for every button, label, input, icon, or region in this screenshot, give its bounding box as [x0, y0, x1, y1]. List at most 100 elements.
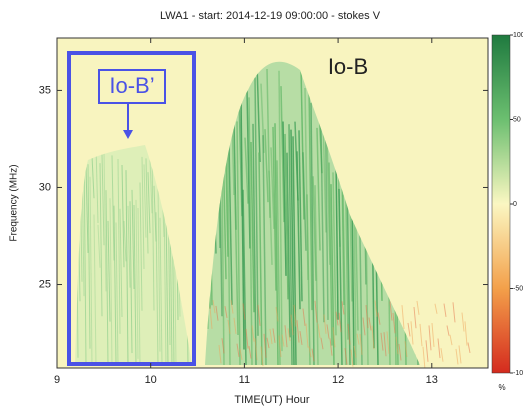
- stripe: [296, 151, 301, 310]
- stripe: [276, 160, 281, 365]
- colorbar-tick-label: 0: [513, 201, 517, 208]
- stripe: [338, 312, 342, 333]
- stripe: [310, 102, 315, 365]
- stripe: [419, 323, 423, 347]
- stripe: [293, 304, 297, 327]
- x-tick-label: 13: [426, 374, 438, 386]
- stripe: [305, 323, 309, 348]
- stripe: [455, 348, 459, 365]
- stripe: [89, 176, 93, 365]
- stripe: [155, 212, 159, 365]
- stripe: [341, 301, 345, 315]
- stripe: [151, 152, 155, 311]
- stripe: [87, 164, 91, 349]
- stripe: [109, 198, 113, 365]
- stripe: [314, 300, 318, 323]
- stripe: [371, 325, 375, 350]
- stripe: [434, 303, 438, 314]
- y-tick-label: 35: [39, 84, 51, 96]
- stripe: [346, 175, 351, 365]
- stripe: [107, 220, 111, 322]
- stripe: [422, 346, 426, 368]
- stripe: [464, 321, 468, 346]
- stripe: [157, 185, 161, 352]
- stripe: [416, 300, 420, 315]
- label-box: [98, 69, 166, 104]
- x-tick-label: 9: [54, 374, 60, 386]
- stripe: [278, 335, 282, 358]
- stripe: [263, 333, 267, 358]
- stripe: [111, 155, 115, 261]
- stripe: [272, 126, 277, 291]
- stripe: [269, 328, 273, 345]
- stripe: [392, 312, 396, 334]
- stripe: [458, 345, 462, 364]
- stripe: [248, 345, 252, 359]
- stripe: [374, 300, 378, 317]
- io-b-prime-box: [67, 51, 196, 366]
- stripe: [212, 300, 216, 314]
- stripe: [300, 67, 305, 220]
- stripe: [431, 322, 435, 347]
- stripe: [284, 133, 289, 300]
- stripe: [326, 324, 330, 339]
- stripe: [407, 322, 411, 337]
- stripe: [281, 334, 285, 347]
- stripe: [338, 188, 343, 365]
- stripe: [125, 170, 129, 365]
- stripe: [377, 312, 381, 325]
- stripe: [329, 338, 333, 356]
- stripe: [97, 224, 101, 268]
- stripe: [344, 347, 348, 365]
- stripe: [230, 300, 234, 314]
- stripe: [101, 154, 105, 246]
- stripe: [380, 332, 384, 351]
- stripe: [308, 346, 312, 358]
- y-axis-label: Frequency (MHz): [9, 164, 20, 241]
- colorbar-tick-label: 50: [513, 116, 521, 123]
- stripe: [147, 172, 151, 234]
- stripe: [446, 325, 450, 336]
- stripe: [425, 340, 429, 362]
- stripe: [209, 306, 213, 329]
- stripe: [121, 164, 125, 268]
- stripe: [308, 85, 313, 311]
- stripe: [113, 205, 117, 363]
- stripe: [85, 164, 89, 253]
- stripe: [245, 328, 249, 349]
- stripe: [368, 317, 372, 331]
- stripe: [224, 306, 228, 319]
- stripe: [278, 70, 283, 352]
- x-axis-label: TIME(UT) Hour: [234, 394, 310, 406]
- stripe: [320, 123, 325, 323]
- stripe: [362, 317, 366, 336]
- stripe: [316, 127, 321, 251]
- stripe: [389, 301, 393, 321]
- stripe: [347, 323, 351, 345]
- stripe: [153, 185, 157, 242]
- colorbar-tick-label: 100: [513, 32, 523, 39]
- stripe: [332, 327, 336, 348]
- stripe: [233, 317, 237, 334]
- stripe: [302, 152, 307, 251]
- stripe: [256, 63, 261, 163]
- io-b-prime-stripes: [75, 145, 192, 365]
- stripe: [404, 341, 408, 357]
- stripe: [221, 338, 225, 354]
- stripe: [139, 182, 143, 311]
- stripe: [99, 163, 103, 317]
- plot-frame: [56, 37, 489, 369]
- colorbar-unit: %: [498, 383, 505, 392]
- annotation: Io-B: [328, 54, 368, 79]
- stripe: [268, 170, 273, 265]
- stripe: [117, 159, 121, 334]
- stripe: [401, 305, 405, 329]
- x-tick-label: 10: [145, 374, 157, 386]
- stripe: [452, 302, 456, 323]
- stripe: [163, 195, 167, 365]
- chart-title: LWA1 - start: 2014-12-19 09:00:00 - stok…: [160, 10, 381, 22]
- stripe: [302, 308, 306, 327]
- stripe: [227, 319, 231, 335]
- stripe: [326, 135, 331, 265]
